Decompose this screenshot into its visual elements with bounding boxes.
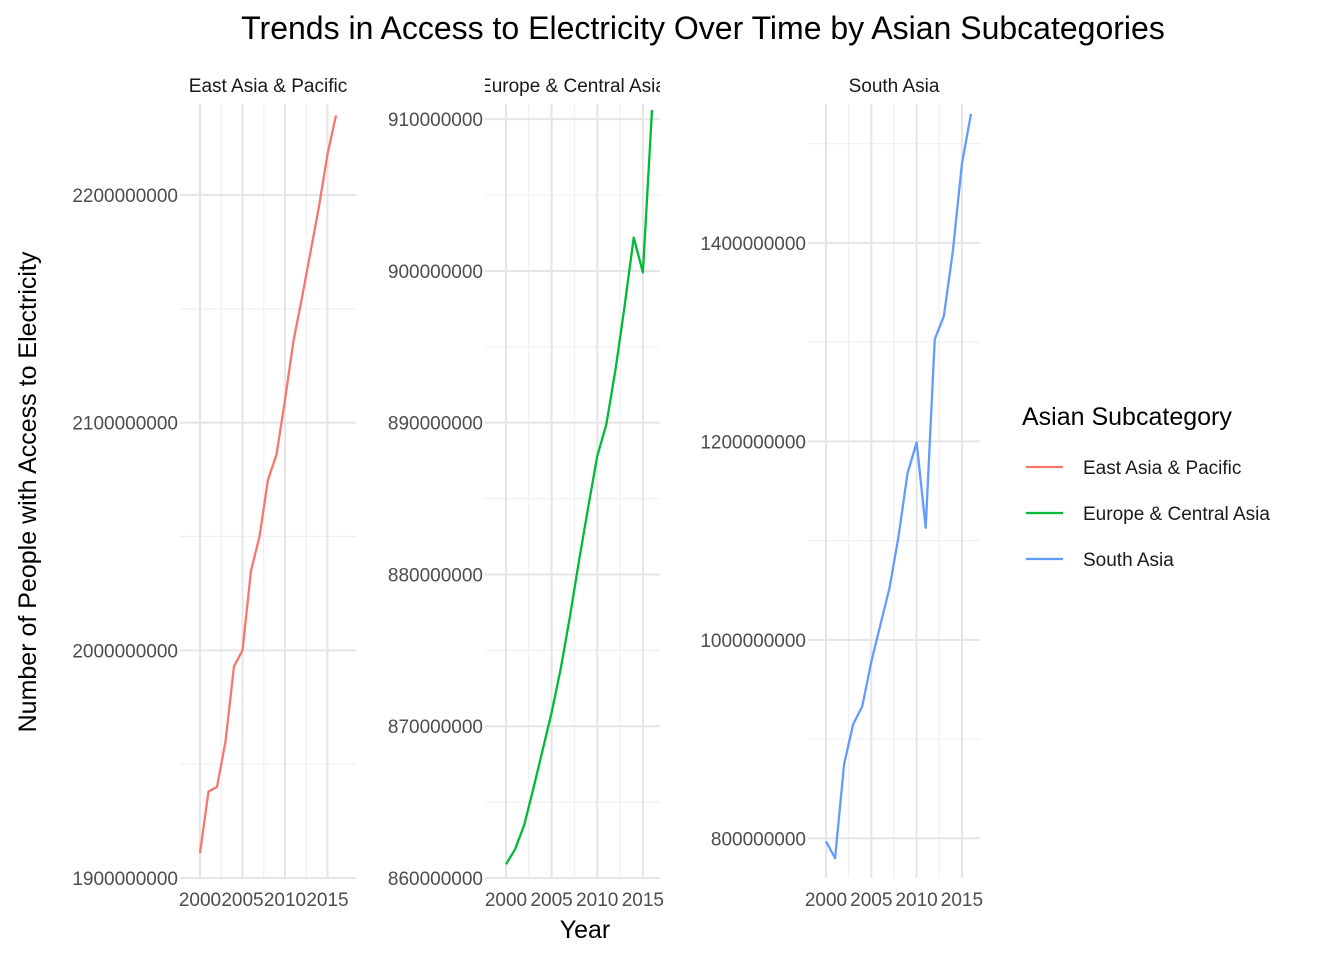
y-tick-label: 1000000000 <box>700 631 806 652</box>
y-tick-label: 2000000000 <box>72 641 178 662</box>
facet-strip: Europe & Central Asia <box>479 76 666 97</box>
x-tick-label: 2000 <box>485 890 527 911</box>
facet-panel: 860000000 870000000 880000000 890000000 9000… <box>388 76 666 911</box>
y-axis-title: Number of People with Access to Electric… <box>14 251 42 732</box>
y-tick-label: 900000000 <box>388 262 483 283</box>
facet-panel: 800000000 1000000000 1200000000 1400000000 2… <box>700 76 983 911</box>
series-line <box>198 115 338 854</box>
x-tick-label: 2015 <box>941 890 983 911</box>
x-tick-label: 2005 <box>221 890 263 911</box>
legend-label: East Asia & Pacific <box>1083 458 1241 479</box>
y-tick-label: 2100000000 <box>72 414 178 435</box>
x-tick-label: 2015 <box>622 890 664 911</box>
x-tick-label: 2015 <box>306 890 348 911</box>
x-tick-label: 2000 <box>805 890 847 911</box>
y-tick-label: 870000000 <box>388 717 483 738</box>
x-axis-title: Year <box>560 916 611 944</box>
chart-title: Trends in Access to Electricity Over Tim… <box>241 10 1165 46</box>
legend: Asian Subcategory East Asia & Pacific Eur… <box>1022 403 1270 571</box>
y-tick-label: 800000000 <box>711 829 806 850</box>
y-tick-label: 2200000000 <box>72 186 178 207</box>
legend-entry: Europe & Central Asia <box>1026 504 1270 525</box>
x-tick-label: 2010 <box>264 890 306 911</box>
series-line <box>824 113 973 860</box>
facet-strip-label: South Asia <box>849 76 940 97</box>
y-tick-label: 1400000000 <box>700 234 806 255</box>
x-tick-label: 2000 <box>179 890 221 911</box>
legend-entry: East Asia & Pacific <box>1026 458 1241 479</box>
facet-strip: East Asia & Pacific <box>189 76 347 97</box>
x-tick-label: 2010 <box>576 890 618 911</box>
legend-label: Europe & Central Asia <box>1083 504 1270 525</box>
facet-panels: 1900000000 2000000000 2100000000 2200000000… <box>72 76 983 911</box>
series-line <box>505 110 654 865</box>
x-tick-label: 2005 <box>850 890 892 911</box>
x-tick-label: 2005 <box>530 890 572 911</box>
facet-strip: South Asia <box>849 76 940 97</box>
y-tick-label: 890000000 <box>388 414 483 435</box>
legend-title: Asian Subcategory <box>1022 403 1232 431</box>
y-tick-label: 1900000000 <box>72 869 178 890</box>
y-tick-label: 910000000 <box>388 110 483 131</box>
y-tick-label: 860000000 <box>388 869 483 890</box>
facet-panel: 1900000000 2000000000 2100000000 2200000000… <box>72 76 356 911</box>
legend-entry: South Asia <box>1026 550 1174 571</box>
x-tick-label: 2010 <box>895 890 937 911</box>
legend-label: South Asia <box>1083 550 1174 571</box>
facet-strip-label: East Asia & Pacific <box>189 76 347 97</box>
y-tick-label: 1200000000 <box>700 432 806 453</box>
y-tick-label: 880000000 <box>388 565 483 586</box>
facet-strip-label: Europe & Central Asia <box>479 76 666 97</box>
